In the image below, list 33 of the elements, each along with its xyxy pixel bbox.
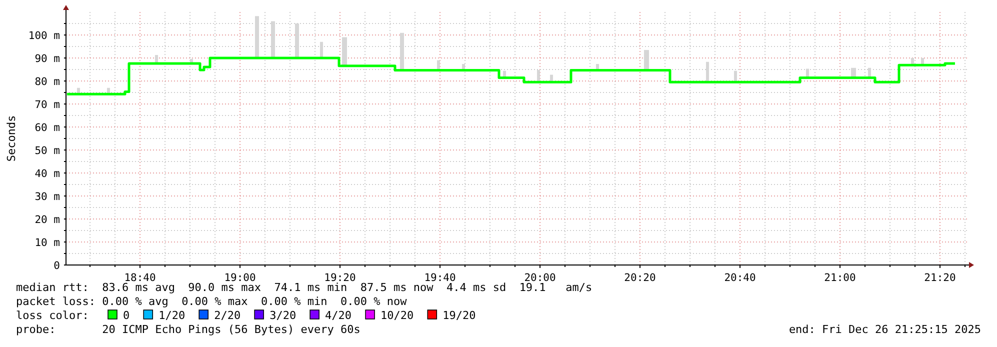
x-tick-label: 20:00 <box>524 272 556 284</box>
x-tick-label: 18:40 <box>124 272 156 284</box>
x-tick-label: 21:00 <box>824 272 856 284</box>
x-tick-label: 21:20 <box>924 272 956 284</box>
text: packet loss: 0.00 % avg 0.00 % max 0.00 % min 0.00 % now <box>16 295 408 308</box>
legend-label: 1/20 <box>158 309 186 322</box>
y-tick-label: 100 m <box>28 30 60 42</box>
y-tick-label: 30 m <box>34 191 60 203</box>
legend-label: 19/20 <box>442 309 476 322</box>
text: probe: 20 ICMP Echo Pings (56 Bytes) every 60s <box>16 323 360 336</box>
y-tick-label: 80 m <box>34 76 60 88</box>
y-tick-label: 70 m <box>34 99 60 111</box>
x-tick-label: 19:20 <box>324 272 356 284</box>
legend-label: 3/20 <box>270 309 296 322</box>
legend-label: 10/20 <box>380 309 414 322</box>
legend-title: loss color: <box>16 309 89 322</box>
y-tick-label: 90 m <box>34 53 60 65</box>
legend-label: 0 <box>123 309 130 322</box>
y-tick-label: 50 m <box>34 145 60 157</box>
x-tick-label: 20:40 <box>724 272 756 284</box>
y-axis-title: Seconds <box>5 115 18 162</box>
x-tick-label: 19:00 <box>224 272 256 284</box>
legend-label: 4/20 <box>325 309 352 322</box>
y-tick-label: 20 m <box>34 214 60 226</box>
text: median rtt: 83.6 ms avg 90.0 ms max 74.1 ms min 87.5 ms now 4.4 ms sd 19.1 am/s <box>16 281 592 294</box>
legend-label: 2/20 <box>214 309 241 322</box>
x-tick-label: 19:40 <box>424 272 456 284</box>
text: end: Fri Dec 26 21:25:15 2025 <box>788 323 981 336</box>
y-tick-label: 40 m <box>34 168 60 180</box>
y-tick-label: 0 <box>54 260 60 272</box>
y-tick-label: 10 m <box>34 237 60 249</box>
y-tick-label: 60 m <box>34 122 60 134</box>
x-tick-label: 20:20 <box>624 272 656 284</box>
